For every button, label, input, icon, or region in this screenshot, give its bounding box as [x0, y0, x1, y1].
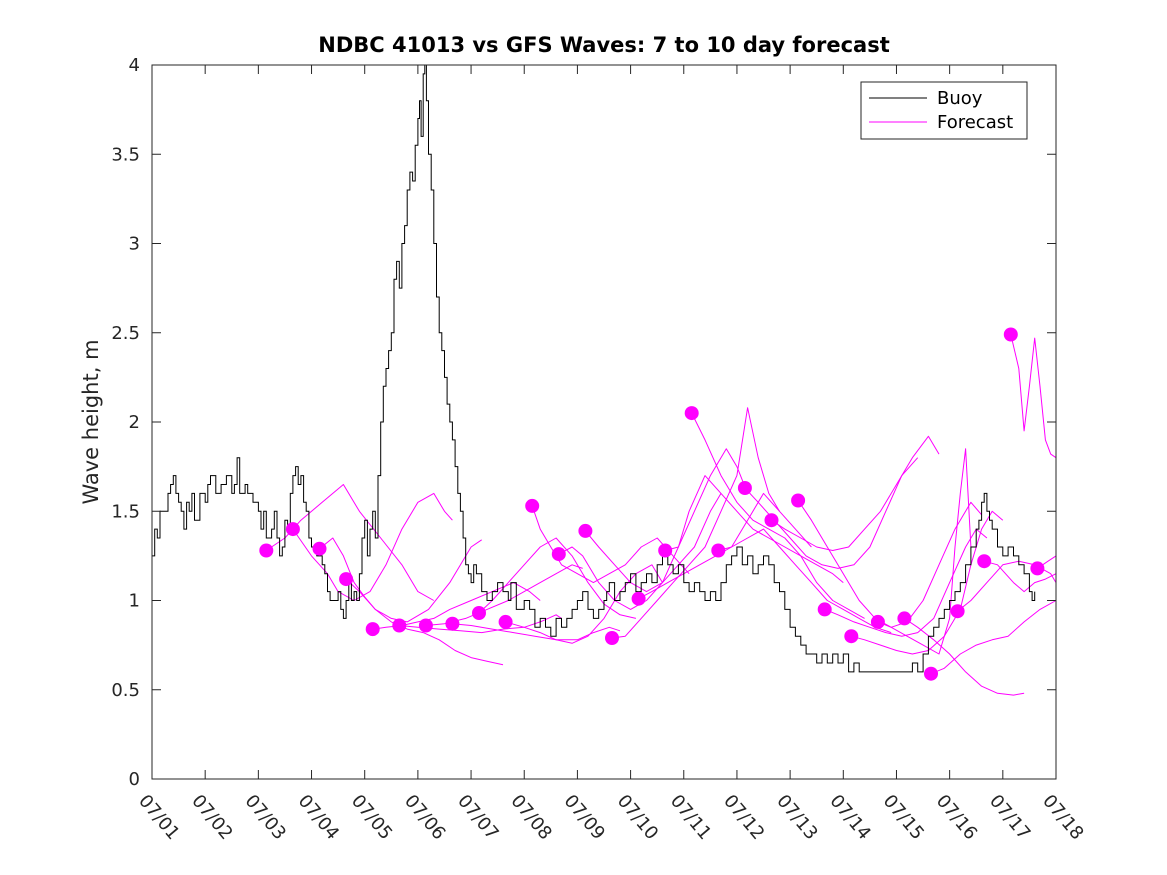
forecast-marker	[658, 543, 673, 558]
forecast-marker	[844, 629, 859, 644]
y-tick-label: 1	[129, 591, 140, 612]
y-tick-label: 0.5	[111, 680, 140, 701]
plot-area	[152, 65, 1056, 779]
forecast-marker	[870, 614, 885, 629]
forecast-line	[531, 505, 690, 584]
forecast-marker	[684, 406, 699, 421]
forecast-line	[718, 528, 892, 634]
forecast-marker	[817, 602, 832, 617]
forecast-marker	[950, 604, 965, 619]
forecast-marker	[445, 616, 460, 631]
forecast-marker	[605, 631, 619, 645]
forecast-line	[345, 578, 504, 666]
forecast-marker	[285, 522, 300, 537]
forecast-line	[452, 623, 621, 641]
forecast-markers	[259, 327, 1045, 681]
chart-title: NDBC 41013 vs GFS Waves: 7 to 10 day for…	[318, 33, 889, 57]
legend-forecast-label: Forecast	[937, 112, 1013, 133]
forecast-line	[984, 560, 1057, 593]
y-axis-label: Wave height, m	[79, 339, 103, 504]
forecast-marker	[764, 513, 779, 528]
y-tick-label: 0	[129, 769, 140, 790]
forecast-marker	[472, 606, 486, 620]
forecast-marker	[551, 547, 566, 562]
forecast-marker	[312, 541, 327, 556]
y-axis: 0 0.5 1 1.5 2 2.5 3 3.5 4	[111, 55, 1056, 790]
forecast-marker	[924, 666, 938, 681]
forecast-line	[611, 407, 780, 639]
y-tick-label: 2	[129, 412, 140, 433]
forecast-line	[1010, 334, 1057, 459]
legend-buoy-label: Buoy	[937, 88, 983, 109]
forecast-marker	[737, 481, 752, 495]
forecast-line	[319, 537, 482, 623]
y-tick-label: 2.5	[111, 323, 140, 344]
forecast-line	[771, 435, 940, 551]
forecast-marker	[365, 622, 380, 637]
forecast-marker	[1003, 327, 1018, 342]
forecast-line	[665, 475, 844, 583]
forecast-line	[505, 564, 663, 644]
forecast-marker	[711, 543, 726, 558]
forecast-line	[824, 528, 988, 637]
forecast-line	[930, 600, 1057, 675]
forecast-line	[904, 617, 1025, 696]
forecast-marker	[418, 618, 433, 633]
forecast-marker	[259, 543, 274, 558]
forecast-marker	[631, 591, 646, 606]
forecast-marker	[977, 554, 992, 569]
legend-box	[860, 81, 1028, 140]
forecast-marker	[578, 523, 593, 538]
forecast-marker	[525, 498, 540, 513]
forecast-marker	[392, 618, 407, 633]
buoy-line	[152, 64, 1036, 673]
forecast-line	[691, 412, 865, 619]
y-tick-label: 1.5	[111, 501, 140, 522]
forecast-line	[851, 510, 1004, 655]
y-tick-label: 4	[129, 55, 140, 76]
y-tick-label: 3	[129, 234, 140, 255]
forecast-marker	[897, 611, 912, 626]
forecast-line	[877, 448, 972, 655]
forecast-line	[957, 560, 1057, 612]
forecast-marker	[339, 572, 354, 587]
forecast-marker	[498, 614, 513, 629]
forecast-marker	[791, 493, 806, 508]
legend: Buoy Forecast	[860, 81, 1028, 140]
forecast-marker	[1030, 561, 1045, 576]
y-tick-label: 3.5	[111, 144, 140, 165]
